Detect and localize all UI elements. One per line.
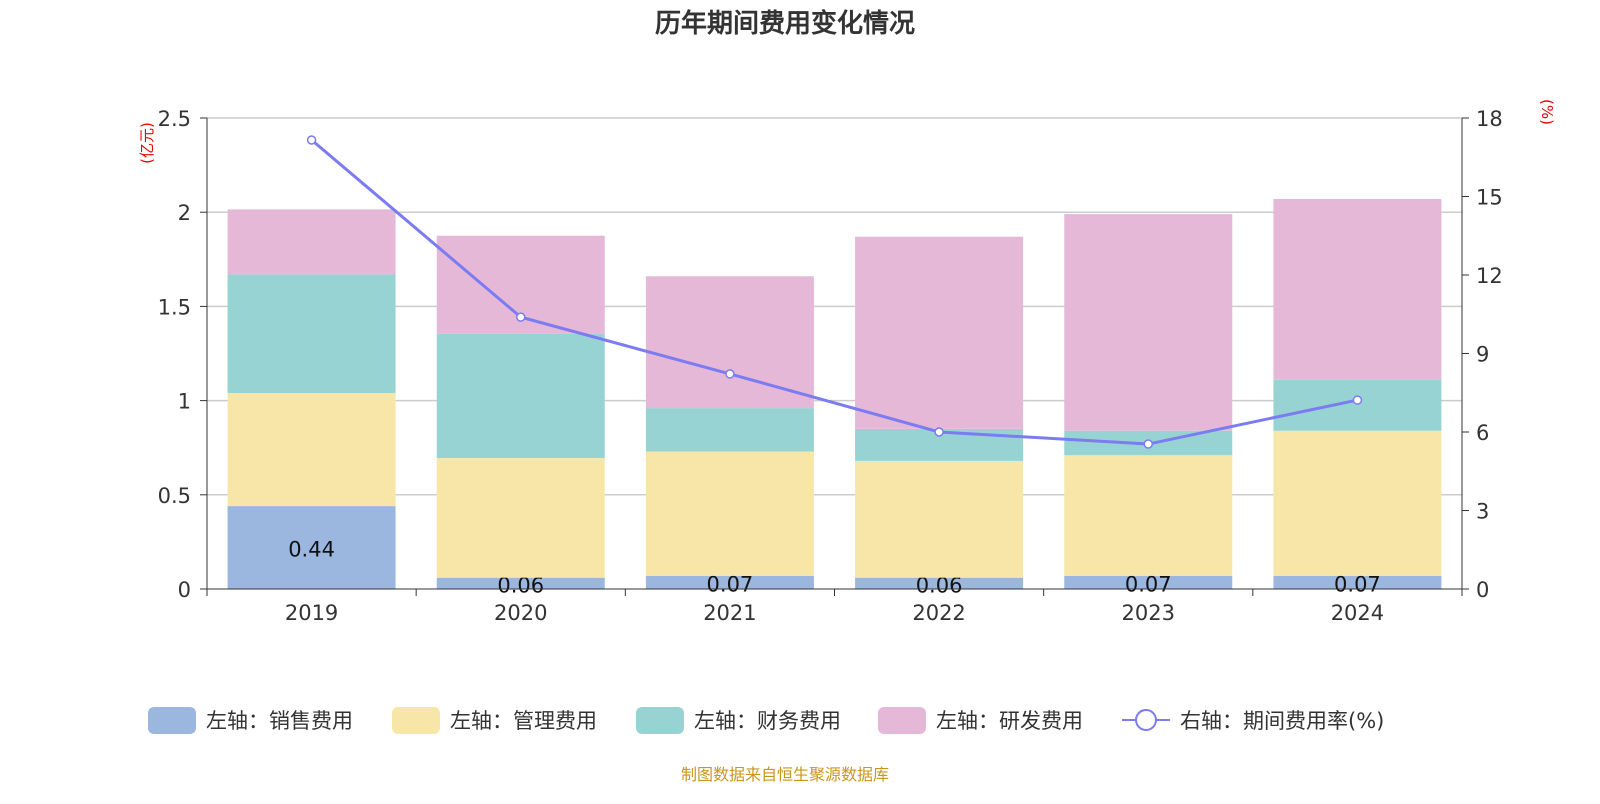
right-tick-label: 15	[1476, 186, 1503, 210]
rate-point	[934, 427, 944, 437]
bar-segment	[1273, 575, 1442, 589]
legend-label: 左轴：管理费用	[450, 709, 597, 733]
right-tick-label: 6	[1476, 421, 1489, 445]
bar-segment	[645, 451, 814, 576]
right-tick-label: 9	[1476, 343, 1489, 367]
rate-point	[725, 369, 735, 379]
x-tick-label: 2019	[285, 601, 338, 625]
bar-segment	[645, 408, 814, 452]
left-axis-unit: (亿元)	[138, 122, 156, 164]
left-tick-label: 2	[178, 201, 191, 225]
right-tick-label: 3	[1476, 500, 1489, 524]
legend-swatch	[392, 707, 440, 734]
legend-label: 右轴：期间费用率(%)	[1180, 709, 1384, 733]
rate-point	[306, 135, 317, 145]
footer-source: 制图数据来自恒生聚源数据库	[681, 765, 889, 784]
rate-point	[516, 312, 526, 322]
rate-point	[1352, 395, 1363, 405]
bar-segment	[227, 274, 396, 394]
right-axis-unit: (%)	[1538, 99, 1556, 125]
bar-segment	[1273, 199, 1442, 380]
legend-label: 左轴：财务费用	[694, 709, 841, 733]
x-tick-label: 2024	[1331, 601, 1384, 625]
rate-point	[1143, 439, 1153, 449]
bar-segment	[855, 460, 1024, 578]
legend-circle-icon	[1135, 709, 1157, 731]
left-tick-label: 1	[178, 390, 191, 414]
x-tick-label: 2022	[912, 601, 965, 625]
bar-segment	[436, 333, 605, 459]
bar-segment	[227, 506, 396, 589]
left-tick-label: 1.5	[158, 295, 191, 319]
left-tick-label: 0	[178, 578, 191, 602]
bar-segment	[1273, 379, 1442, 431]
bar-data-label: 0.07	[707, 572, 754, 596]
bar-segment	[227, 393, 396, 507]
bar-segment	[855, 577, 1024, 589]
bar-segment	[1064, 455, 1233, 576]
right-tick-label: 0	[1476, 578, 1489, 602]
bar-segment	[1273, 430, 1442, 576]
x-tick-label: 2023	[1122, 601, 1175, 625]
legend-swatch	[878, 707, 926, 734]
rate-line	[310, 138, 1358, 446]
bar-segment	[227, 209, 396, 275]
x-tick-label: 2020	[494, 601, 547, 625]
bar-segment	[436, 458, 605, 578]
legend-label: 左轴：研发费用	[936, 709, 1083, 733]
bar-data-label: 0.44	[288, 538, 335, 562]
x-tick-label: 2021	[703, 601, 756, 625]
left-tick-label: 2.5	[158, 107, 191, 131]
bar-segment	[855, 236, 1024, 429]
bar-segment	[436, 577, 605, 589]
bar-segment	[645, 276, 814, 409]
legend-swatch	[636, 707, 684, 734]
left-tick-label: 0.5	[158, 484, 191, 508]
right-tick-label: 12	[1476, 264, 1503, 288]
legend-label: 左轴：销售费用	[206, 709, 353, 733]
right-tick-label: 18	[1476, 107, 1503, 131]
bar-segment	[645, 575, 814, 589]
bar-data-label: 0.07	[1125, 572, 1172, 596]
bar-data-label: 0.07	[1334, 572, 1381, 596]
bar-segment	[1064, 214, 1233, 431]
bar-segment	[1064, 575, 1233, 589]
chart-title: 历年期间费用变化情况	[655, 8, 915, 39]
legend-swatch	[148, 707, 196, 734]
